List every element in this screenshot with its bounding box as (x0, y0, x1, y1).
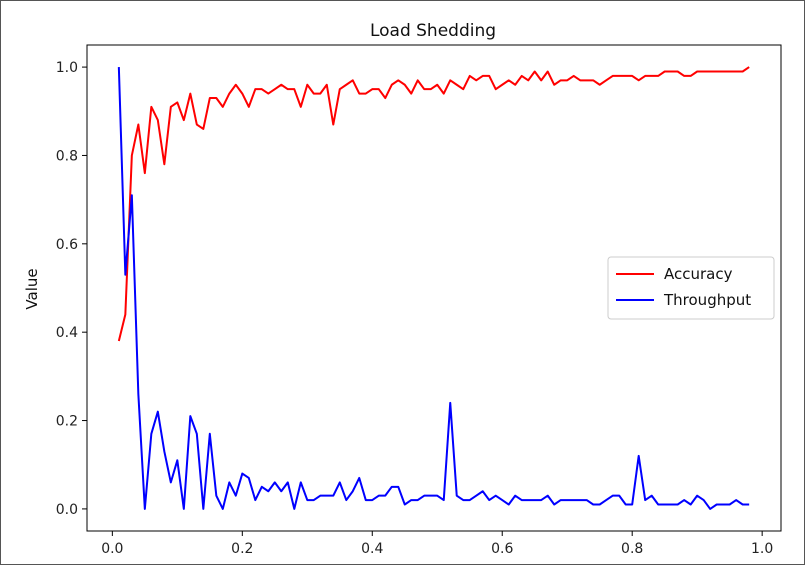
chart-title: Load Shedding (370, 21, 496, 41)
y-tick-label: 0.2 (56, 414, 78, 430)
y-tick-label: 0.8 (56, 148, 78, 164)
x-tick-label: 0.8 (621, 541, 643, 557)
y-tick-label: 0.0 (56, 502, 78, 518)
y-axis: 0.0 0.2 0.4 0.6 0.8 1.0 (56, 60, 87, 518)
legend-label-accuracy: Accuracy (664, 265, 733, 283)
x-tick-label: 0.0 (101, 541, 123, 557)
series-line-accuracy (117, 66, 750, 342)
legend-box (607, 256, 775, 320)
x-tick-label: 0.2 (231, 541, 253, 557)
y-tick-label: 1.0 (56, 60, 78, 76)
y-tick-label: 0.4 (56, 325, 78, 341)
x-tick-label: 0.4 (361, 541, 383, 557)
x-tick-label: 1.0 (751, 541, 773, 557)
series-line-throughput (117, 67, 750, 510)
y-axis-label: Value (23, 268, 41, 309)
x-axis: 0.0 0.2 0.4 0.6 0.8 1.0 (101, 531, 773, 557)
plot-area (86, 44, 782, 532)
plot-border (86, 44, 782, 532)
legend: Accuracy Throughput (607, 256, 775, 320)
y-tick-label: 0.6 (56, 237, 78, 253)
x-tick-label: 0.6 (491, 541, 513, 557)
series-group (117, 66, 750, 510)
legend-label-throughput: Throughput (663, 291, 751, 309)
